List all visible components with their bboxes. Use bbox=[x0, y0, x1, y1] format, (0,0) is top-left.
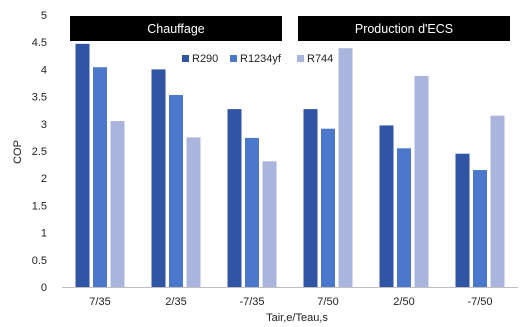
x-tick-label: 7/35 bbox=[89, 296, 110, 308]
bar-r290-2/50 bbox=[379, 125, 394, 287]
legend-label: R1234yf bbox=[240, 53, 282, 65]
x-axis-title: Tair,e/Teau,s bbox=[266, 312, 328, 324]
bar-r1234yf-7/50 bbox=[321, 128, 335, 287]
y-axis-title: COP bbox=[12, 140, 24, 164]
bar-r744-7/50 bbox=[338, 48, 353, 288]
group-banner-2 bbox=[298, 16, 510, 41]
y-tick-label: 1.5 bbox=[32, 200, 47, 212]
y-tick-label: 2 bbox=[41, 173, 47, 185]
y-tick-label: 5 bbox=[41, 10, 47, 22]
x-axis: 7/35 2/35 -7/35 7/50 2/50 -7/50 bbox=[62, 287, 518, 308]
bar-r744-2/35 bbox=[186, 137, 201, 287]
y-tick-label: 0 bbox=[41, 282, 47, 294]
legend-label: R744 bbox=[307, 53, 333, 65]
group-banners: Chauffage Production d'ECS bbox=[70, 16, 510, 41]
bar-r1234yf-2/50 bbox=[397, 148, 411, 287]
y-tick-label: 3.5 bbox=[32, 92, 47, 104]
bar-r290-2/35 bbox=[151, 69, 166, 288]
y-tick-label: 3 bbox=[41, 119, 47, 131]
bar-r1234yf-2/35 bbox=[169, 94, 183, 287]
legend: R290 R1234yf R744 bbox=[182, 53, 333, 65]
bar-r290-7/50 bbox=[303, 109, 318, 287]
legend-swatch bbox=[297, 55, 304, 62]
x-tick-label: 7/50 bbox=[317, 296, 338, 308]
bar-r744-2/50 bbox=[414, 75, 429, 287]
x-tick-label: -7/50 bbox=[467, 296, 492, 308]
legend-swatch bbox=[230, 55, 237, 62]
legend-swatch bbox=[182, 55, 189, 62]
group-banner-label: Chauffage bbox=[147, 22, 205, 36]
bar-r290-7/35 bbox=[75, 43, 90, 287]
bar-r290--7/35 bbox=[227, 109, 242, 287]
bar-r744-7/35 bbox=[110, 121, 125, 287]
y-tick-label: 4.5 bbox=[32, 37, 47, 49]
x-tick-label: -7/35 bbox=[239, 296, 264, 308]
x-tick-label: 2/35 bbox=[165, 296, 186, 308]
group-banner-label: Production d'ECS bbox=[355, 22, 453, 36]
bar-r744--7/35 bbox=[262, 161, 277, 287]
y-axis: 0 0.5 1 1.5 2 2.5 3 3.5 4 4.5 5 bbox=[32, 10, 47, 294]
legend-label: R290 bbox=[192, 53, 218, 65]
bar-r290--7/50 bbox=[455, 153, 470, 287]
y-tick-label: 0.5 bbox=[32, 255, 47, 267]
bar-r1234yf--7/35 bbox=[245, 137, 259, 287]
x-tick-label: 2/50 bbox=[393, 296, 414, 308]
y-tick-label: 4 bbox=[41, 64, 47, 76]
y-tick-label: 1 bbox=[41, 228, 47, 240]
y-tick-label: 2.5 bbox=[32, 146, 47, 158]
bar-r744--7/50 bbox=[490, 115, 505, 287]
bar-r1234yf-7/35 bbox=[93, 67, 107, 287]
bars bbox=[75, 43, 505, 288]
bar-r1234yf--7/50 bbox=[473, 170, 487, 287]
group-banner-1 bbox=[70, 16, 282, 41]
